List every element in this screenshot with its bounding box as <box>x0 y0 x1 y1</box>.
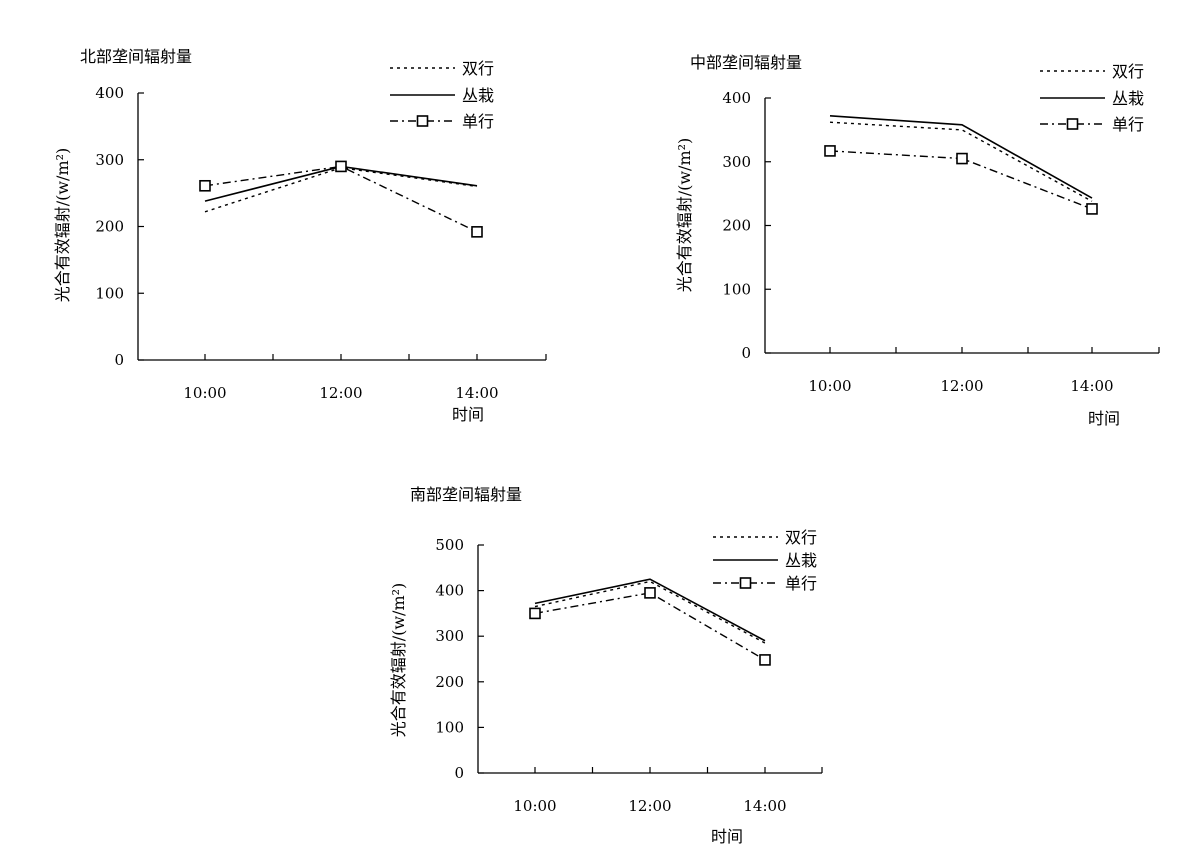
chart-panel-1: 北部垄间辐射量 0 100 200 300 400 10:00 12:00 14:00 时间 光合有… <box>53 47 547 424</box>
y-tick-label: 300 <box>722 153 751 171</box>
y-tick-label: 100 <box>435 718 464 736</box>
legend-label: 丛栽 <box>1112 89 1144 108</box>
x-axis-label: 时间 <box>452 405 484 424</box>
legend-label: 双行 <box>785 528 817 547</box>
data-point-marker <box>529 607 541 620</box>
series-line-双行 <box>534 580 766 644</box>
legend-label: 单行 <box>462 112 494 131</box>
y-tick-label: 0 <box>114 351 124 369</box>
y-tick-label: 200 <box>435 673 464 691</box>
series-line-双行 <box>204 167 478 213</box>
legend-marker <box>739 577 752 589</box>
legend-marker <box>416 115 429 127</box>
legend-label: 单行 <box>1112 115 1144 134</box>
y-tick-label: 200 <box>95 218 124 236</box>
y-tick-label: 0 <box>741 344 751 362</box>
chart-panel-2: 中部垄间辐射量 0 100 200 300 400 10:00 12:00 14:00 时间 光合有… <box>675 53 1160 428</box>
data-point-marker <box>471 226 483 238</box>
x-tick-label: 10:00 <box>183 384 226 402</box>
y-tick-label: 400 <box>435 582 464 600</box>
x-tick-label: 10:00 <box>513 797 556 815</box>
series-line-丛栽 <box>534 578 766 642</box>
y-tick-label: 0 <box>454 764 464 782</box>
chart-panel-3: 南部垄间辐射量 0 100 200 300 400 500 10:00 12:00 14:00时间… <box>389 485 823 846</box>
data-point-marker <box>335 160 347 173</box>
legend-marker <box>1066 118 1079 130</box>
x-axis-label: 时间 <box>711 827 743 846</box>
x-tick-label: 12:00 <box>628 797 671 815</box>
series-line-丛栽 <box>829 115 1093 199</box>
chart-title: 中部垄间辐射量 <box>690 53 802 72</box>
y-axis-label: 光合有效辐射/(w/m²) <box>53 148 72 303</box>
y-axis-label: 光合有效辐射/(w/m²) <box>389 583 408 738</box>
y-axis-label: 光合有效辐射/(w/m²) <box>675 138 694 293</box>
chart-title: 北部垄间辐射量 <box>80 47 192 66</box>
legend-label: 双行 <box>462 59 494 78</box>
data-point-marker <box>1086 203 1098 215</box>
x-tick-label: 14:00 <box>1070 377 1113 395</box>
legend-label: 丛栽 <box>462 86 494 105</box>
data-point-marker <box>644 587 656 599</box>
y-tick-label: 400 <box>95 84 124 102</box>
legend-label: 丛栽 <box>785 551 817 570</box>
x-tick-label: 14:00 <box>455 384 498 402</box>
x-tick-label: 12:00 <box>319 384 362 402</box>
legend-label: 双行 <box>1112 62 1144 81</box>
y-tick-label: 500 <box>435 536 464 554</box>
y-tick-label: 100 <box>722 280 751 298</box>
chart-title: 南部垄间辐射量 <box>410 485 522 504</box>
x-tick-label: 14:00 <box>743 797 786 815</box>
x-tick-label: 10:00 <box>808 377 851 395</box>
y-tick-label: 300 <box>435 627 464 645</box>
y-tick-label: 400 <box>722 89 751 107</box>
data-point-marker <box>199 179 211 192</box>
data-point-marker <box>956 152 968 165</box>
x-axis-label: 时间 <box>1088 409 1120 428</box>
data-point-marker <box>824 145 836 157</box>
x-tick-label: 12:00 <box>940 377 983 395</box>
y-tick-label: 300 <box>95 151 124 169</box>
data-point-marker <box>759 654 771 666</box>
series-line-双行 <box>829 121 1093 202</box>
series-line-单行 <box>534 592 766 661</box>
y-tick-label: 100 <box>95 284 124 302</box>
y-tick-label: 200 <box>722 217 751 235</box>
series-line-单行 <box>204 165 478 233</box>
legend-label: 单行 <box>785 574 817 593</box>
